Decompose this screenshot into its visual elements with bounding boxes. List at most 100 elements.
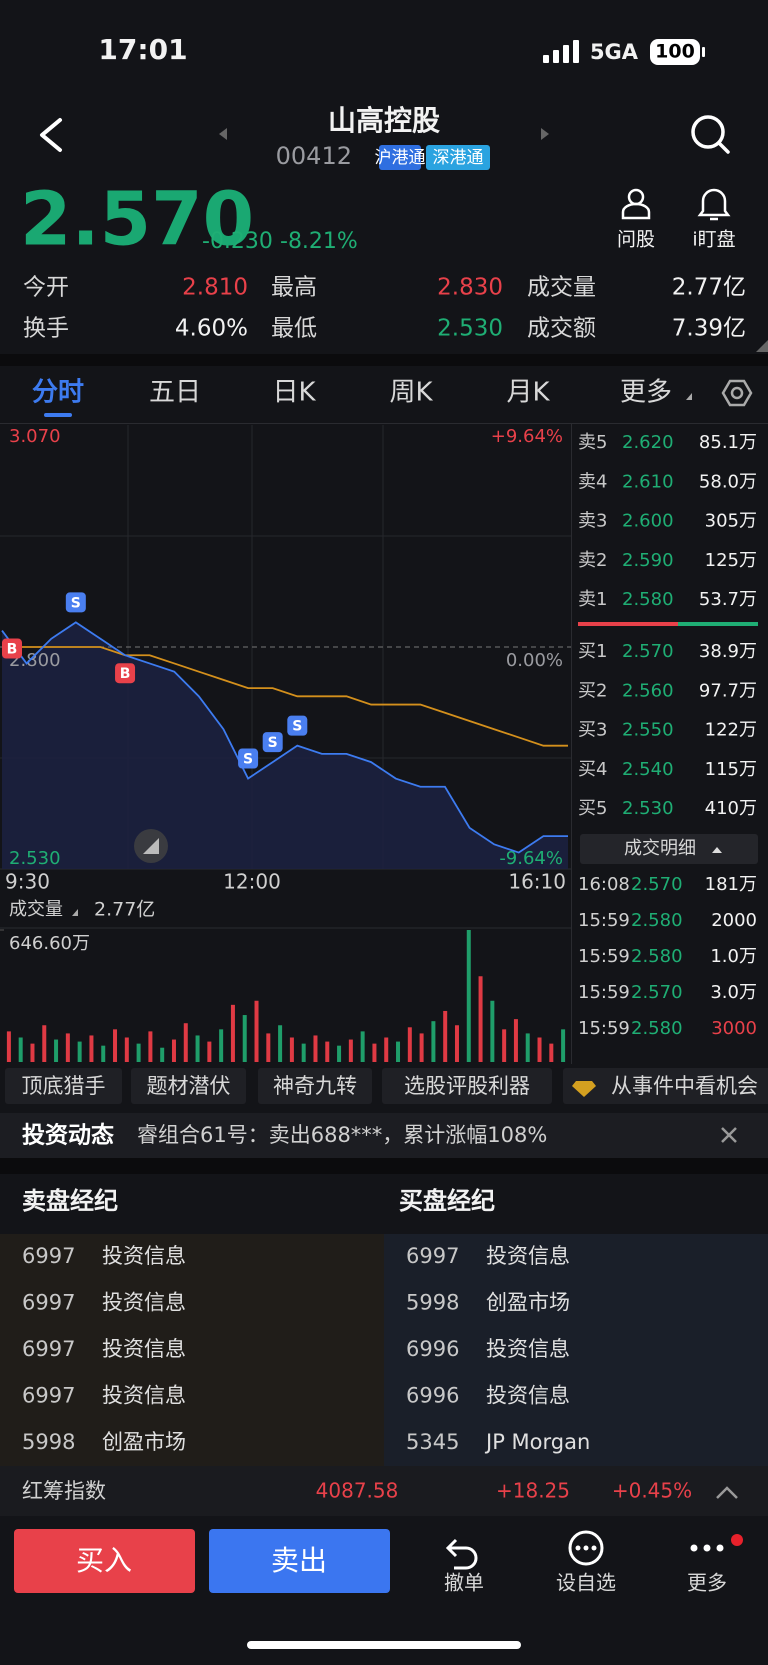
expand-index[interactable] (716, 1486, 738, 1499)
volume-bar (549, 1043, 554, 1062)
tool-label[interactable]: 题材潜伏 (147, 1074, 231, 1098)
watchlist-icon[interactable] (568, 1530, 604, 1566)
search-button[interactable] (691, 115, 730, 154)
tool-label[interactable]: 从事件中看机会 (611, 1074, 758, 1098)
trade-price: 2.570 (631, 982, 683, 1003)
tool-label[interactable]: 神奇九转 (273, 1074, 357, 1098)
order-level: 买3 (578, 720, 607, 741)
next-stock[interactable] (541, 128, 549, 140)
tool-chip[interactable] (258, 1068, 372, 1104)
home-indicator (247, 1641, 521, 1649)
signal-icon (543, 40, 579, 63)
diamond-icon (572, 1081, 596, 1097)
broker-name: 投资信息 (102, 1291, 186, 1315)
buy-button[interactable] (14, 1529, 195, 1593)
prev-stock[interactable] (219, 128, 227, 140)
price-area (2, 622, 568, 869)
order-volume: 125万 (705, 550, 757, 571)
trade-detail-caret (712, 847, 722, 853)
volume-bar (183, 1023, 188, 1062)
volume-bar (396, 1041, 401, 1062)
order-price: 2.580 (622, 589, 674, 610)
stat-value: 4.60% (175, 316, 248, 342)
stat-value: 7.39亿 (672, 316, 746, 342)
chart-tab[interactable]: 五日 (149, 378, 201, 408)
order-volume: 97.7万 (699, 680, 757, 701)
sell-label[interactable]: 卖出 (271, 1544, 327, 1577)
action-label[interactable]: i盯盘 (692, 229, 735, 251)
broker-id: 6996 (406, 1384, 459, 1408)
stat-label: 今开 (23, 275, 69, 301)
chart-tab[interactable]: 日K (272, 378, 316, 408)
order-volume: 115万 (705, 759, 757, 780)
sell-button[interactable] (209, 1529, 390, 1593)
market-tag-bg (379, 145, 421, 170)
settings-icon[interactable] (721, 379, 753, 407)
chart-tab[interactable]: 月K (506, 378, 550, 408)
tool-label[interactable]: 顶底猎手 (22, 1074, 106, 1098)
buy-label[interactable]: 买入 (76, 1544, 132, 1577)
broker-name: 投资信息 (486, 1244, 570, 1268)
last-price: 2.570 (20, 177, 254, 263)
tool-chip[interactable] (131, 1068, 246, 1104)
tool-label[interactable]: 选股评股利器 (404, 1074, 530, 1098)
close-news[interactable] (721, 1127, 737, 1143)
volume-total: 2.77亿 (94, 899, 155, 921)
volume-bar (301, 1043, 306, 1062)
broker-name: 投资信息 (102, 1384, 186, 1408)
ask-icon[interactable] (621, 188, 651, 220)
trade-marker (262, 732, 283, 753)
action-label[interactable]: 问股 (617, 229, 655, 251)
volume-bar (242, 1015, 247, 1062)
draw-tool-icon (143, 838, 159, 854)
more-icon[interactable] (690, 1534, 744, 1552)
chart-tab[interactable]: 更多 (620, 378, 672, 408)
price-change-pct: -8.21% (280, 229, 358, 254)
trade-price: 2.580 (631, 1018, 683, 1039)
broker-name: 创盈市场 (102, 1430, 186, 1454)
bottom-action[interactable]: 更多 (687, 1571, 727, 1595)
order-level: 买1 (578, 641, 607, 662)
more-caret (686, 393, 692, 400)
tool-chip[interactable] (382, 1068, 552, 1104)
trade-marker (238, 748, 259, 769)
chart-tab[interactable]: 分时 (32, 378, 84, 408)
stat-label: 最低 (271, 316, 317, 342)
ask-bid-bar-red (578, 622, 678, 626)
volume-bar (537, 1037, 542, 1062)
trade-time: 15:59 (578, 1018, 630, 1039)
trade-marker (115, 663, 136, 684)
separator (0, 1158, 768, 1174)
volume-bar (219, 1029, 224, 1062)
stat-label: 成交额 (527, 316, 596, 342)
back-button[interactable] (40, 118, 62, 152)
trade-detail-title[interactable]: 成交明细 (624, 838, 696, 859)
bottom-action[interactable]: 撤单 (444, 1571, 484, 1595)
tool-chip[interactable] (5, 1068, 122, 1104)
order-price: 2.570 (622, 641, 674, 662)
volume-label[interactable]: 成交量 (9, 899, 63, 920)
stat-label: 成交量 (527, 275, 596, 301)
volume-bar (337, 1045, 342, 1062)
ask-bid-bar-green (678, 622, 758, 626)
broker-id: 6997 (22, 1244, 75, 1268)
undo-icon[interactable] (445, 1538, 478, 1570)
expand-corner[interactable] (756, 340, 768, 352)
trade-detail-button[interactable] (580, 834, 758, 864)
chart-tab[interactable]: 周K (389, 378, 433, 408)
broker-id: 6997 (22, 1384, 75, 1408)
order-price: 2.590 (622, 550, 674, 571)
volume-bar (160, 1047, 165, 1062)
bottom-action[interactable]: 设自选 (556, 1571, 616, 1595)
watch-icon[interactable] (697, 188, 731, 221)
separator (0, 354, 768, 366)
index-value: 4087.58 (316, 1479, 399, 1503)
volume-bar (525, 1033, 530, 1062)
index-name: 红筹指数 (22, 1479, 106, 1503)
tool-chip[interactable] (563, 1068, 768, 1104)
volume-bar (30, 1043, 35, 1062)
news-text[interactable]: 睿组合61号：卖出688***，累计涨幅108% (137, 1123, 547, 1147)
volume-bar (171, 1039, 176, 1062)
volume-bar (513, 1019, 518, 1062)
